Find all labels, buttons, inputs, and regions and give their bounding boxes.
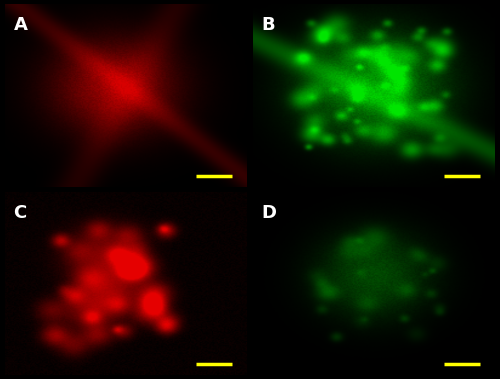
- Text: D: D: [262, 204, 276, 222]
- Text: C: C: [14, 204, 26, 222]
- Text: B: B: [262, 16, 275, 34]
- Text: A: A: [14, 16, 28, 34]
